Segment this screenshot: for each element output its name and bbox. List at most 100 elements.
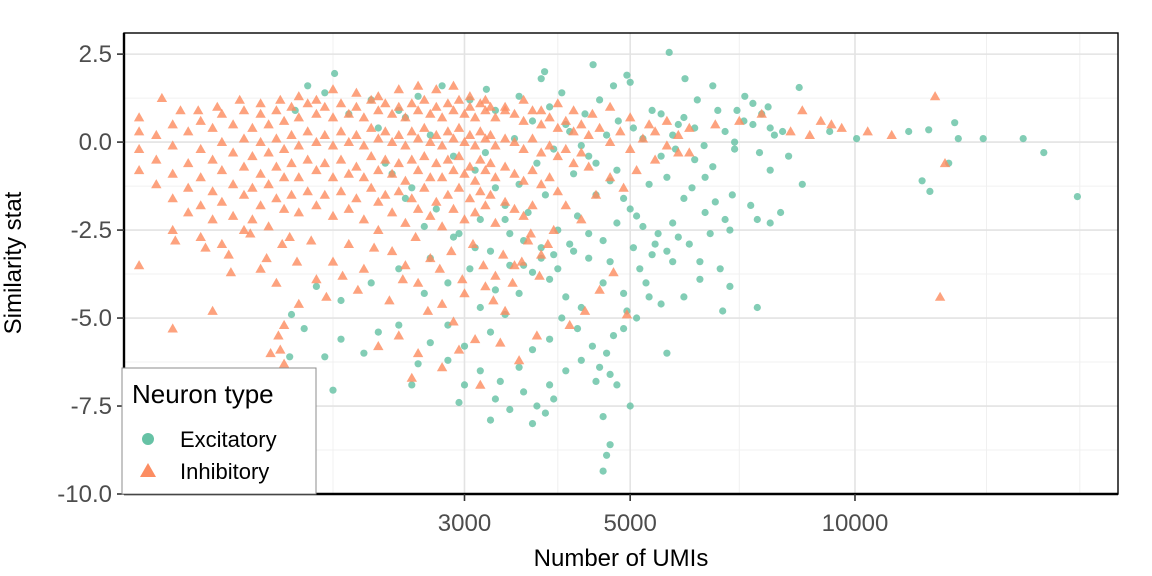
excitatory-point bbox=[853, 135, 861, 143]
inhibitory-point bbox=[255, 136, 266, 146]
inhibitory-point bbox=[238, 161, 250, 171]
inhibitory-point bbox=[425, 253, 436, 263]
excitatory-point bbox=[414, 360, 422, 368]
excitatory-point bbox=[1040, 149, 1048, 157]
excitatory-point bbox=[566, 240, 574, 248]
inhibitory-point bbox=[263, 147, 274, 157]
excitatory-point bbox=[599, 413, 607, 421]
y-axis-ticks: 2.5 0.0 -2.5 -5.0 -7.5 -10.0 bbox=[57, 41, 124, 508]
excitatory-point bbox=[633, 212, 641, 220]
inhibitory-point bbox=[448, 105, 459, 115]
inhibitory-point bbox=[513, 355, 525, 365]
inhibitory-point bbox=[183, 207, 194, 217]
excitatory-point bbox=[528, 420, 537, 428]
inhibitory-point bbox=[643, 119, 655, 129]
inhibitory-point bbox=[480, 165, 491, 175]
excitatory-point bbox=[570, 170, 578, 178]
inhibitory-point bbox=[621, 309, 633, 319]
inhibitory-point bbox=[247, 214, 258, 224]
inhibitory-point bbox=[335, 154, 347, 164]
inhibitory-point bbox=[495, 337, 506, 347]
inhibitory-point bbox=[625, 112, 636, 122]
excitatory-point bbox=[460, 381, 469, 389]
inhibitory-point bbox=[534, 270, 545, 280]
excitatory-point bbox=[669, 258, 677, 266]
excitatory-point bbox=[701, 173, 709, 181]
inhibitory-point bbox=[412, 277, 424, 287]
inhibitory-point bbox=[400, 175, 411, 185]
inhibitory-point bbox=[419, 94, 430, 104]
excitatory-point bbox=[528, 346, 537, 354]
inhibitory-point bbox=[631, 165, 642, 175]
inhibitory-point bbox=[637, 133, 649, 143]
excitatory-point bbox=[588, 342, 597, 350]
excitatory-point bbox=[546, 275, 554, 283]
inhibitory-point bbox=[661, 115, 673, 125]
inhibitory-point bbox=[271, 193, 282, 203]
excitatory-point bbox=[733, 106, 741, 114]
inhibitory-point bbox=[509, 203, 520, 213]
inhibitory-point bbox=[436, 362, 448, 372]
inhibitory-point bbox=[560, 200, 571, 210]
inhibitory-point bbox=[247, 182, 258, 192]
inhibitory-point bbox=[352, 284, 364, 294]
excitatory-point bbox=[651, 240, 659, 248]
inhibitory-point bbox=[467, 238, 479, 248]
excitatory-point bbox=[476, 215, 484, 224]
inhibitory-point bbox=[133, 112, 145, 122]
inhibitory-point bbox=[587, 108, 598, 118]
excitatory-point bbox=[321, 89, 329, 97]
inhibitory-point bbox=[527, 133, 538, 143]
excitatory-point bbox=[721, 215, 729, 224]
inhibitory-point bbox=[499, 196, 511, 206]
inhibitory-point bbox=[351, 101, 362, 111]
inhibitory-point bbox=[448, 133, 459, 143]
excitatory-point bbox=[728, 191, 736, 199]
excitatory-point bbox=[337, 296, 345, 305]
excitatory-point bbox=[573, 325, 582, 333]
excitatory-point bbox=[533, 402, 541, 410]
excitatory-point bbox=[620, 194, 628, 202]
inhibitory-point bbox=[167, 119, 178, 129]
excitatory-point bbox=[585, 230, 593, 238]
inhibitory-point bbox=[195, 172, 206, 182]
inhibitory-point bbox=[442, 154, 454, 164]
excitatory-point bbox=[541, 68, 549, 76]
inhibitory-point bbox=[649, 126, 661, 136]
inhibitory-point bbox=[380, 189, 391, 199]
inhibitory-point bbox=[167, 224, 178, 234]
inhibitory-point bbox=[509, 108, 520, 118]
inhibitory-point bbox=[499, 133, 511, 143]
inhibitory-point bbox=[351, 161, 362, 171]
excitatory-point bbox=[749, 99, 757, 107]
excitatory-point bbox=[599, 467, 607, 475]
excitatory-point bbox=[466, 265, 474, 273]
excitatory-point bbox=[700, 142, 708, 150]
inhibitory-point bbox=[183, 158, 194, 168]
inhibitory-point bbox=[518, 115, 529, 125]
inhibitory-point bbox=[167, 193, 178, 203]
inhibitory-point bbox=[255, 168, 266, 178]
inhibitory-point bbox=[583, 161, 594, 171]
x-tick-label: 5000 bbox=[603, 510, 656, 537]
inhibitory-point bbox=[604, 172, 616, 182]
inhibitory-point bbox=[255, 200, 266, 210]
excitatory-point bbox=[741, 92, 749, 100]
excitatory-point bbox=[645, 180, 653, 188]
inhibitory-point bbox=[518, 175, 529, 185]
inhibitory-point bbox=[608, 267, 619, 277]
inhibitory-point bbox=[133, 143, 145, 153]
inhibitory-point bbox=[475, 379, 486, 389]
inhibitory-point bbox=[393, 84, 404, 94]
excitatory-point bbox=[321, 353, 329, 361]
inhibitory-point bbox=[255, 108, 266, 118]
inhibitory-point bbox=[225, 267, 237, 277]
inhibitory-point bbox=[425, 136, 436, 146]
excitatory-point bbox=[444, 279, 452, 287]
inhibitory-point bbox=[386, 168, 398, 178]
excitatory-point bbox=[636, 265, 644, 273]
excitatory-point bbox=[482, 85, 490, 93]
inhibitory-point bbox=[412, 105, 424, 115]
y-tick-label: -10.0 bbox=[57, 481, 112, 508]
inhibitory-point bbox=[625, 143, 636, 153]
